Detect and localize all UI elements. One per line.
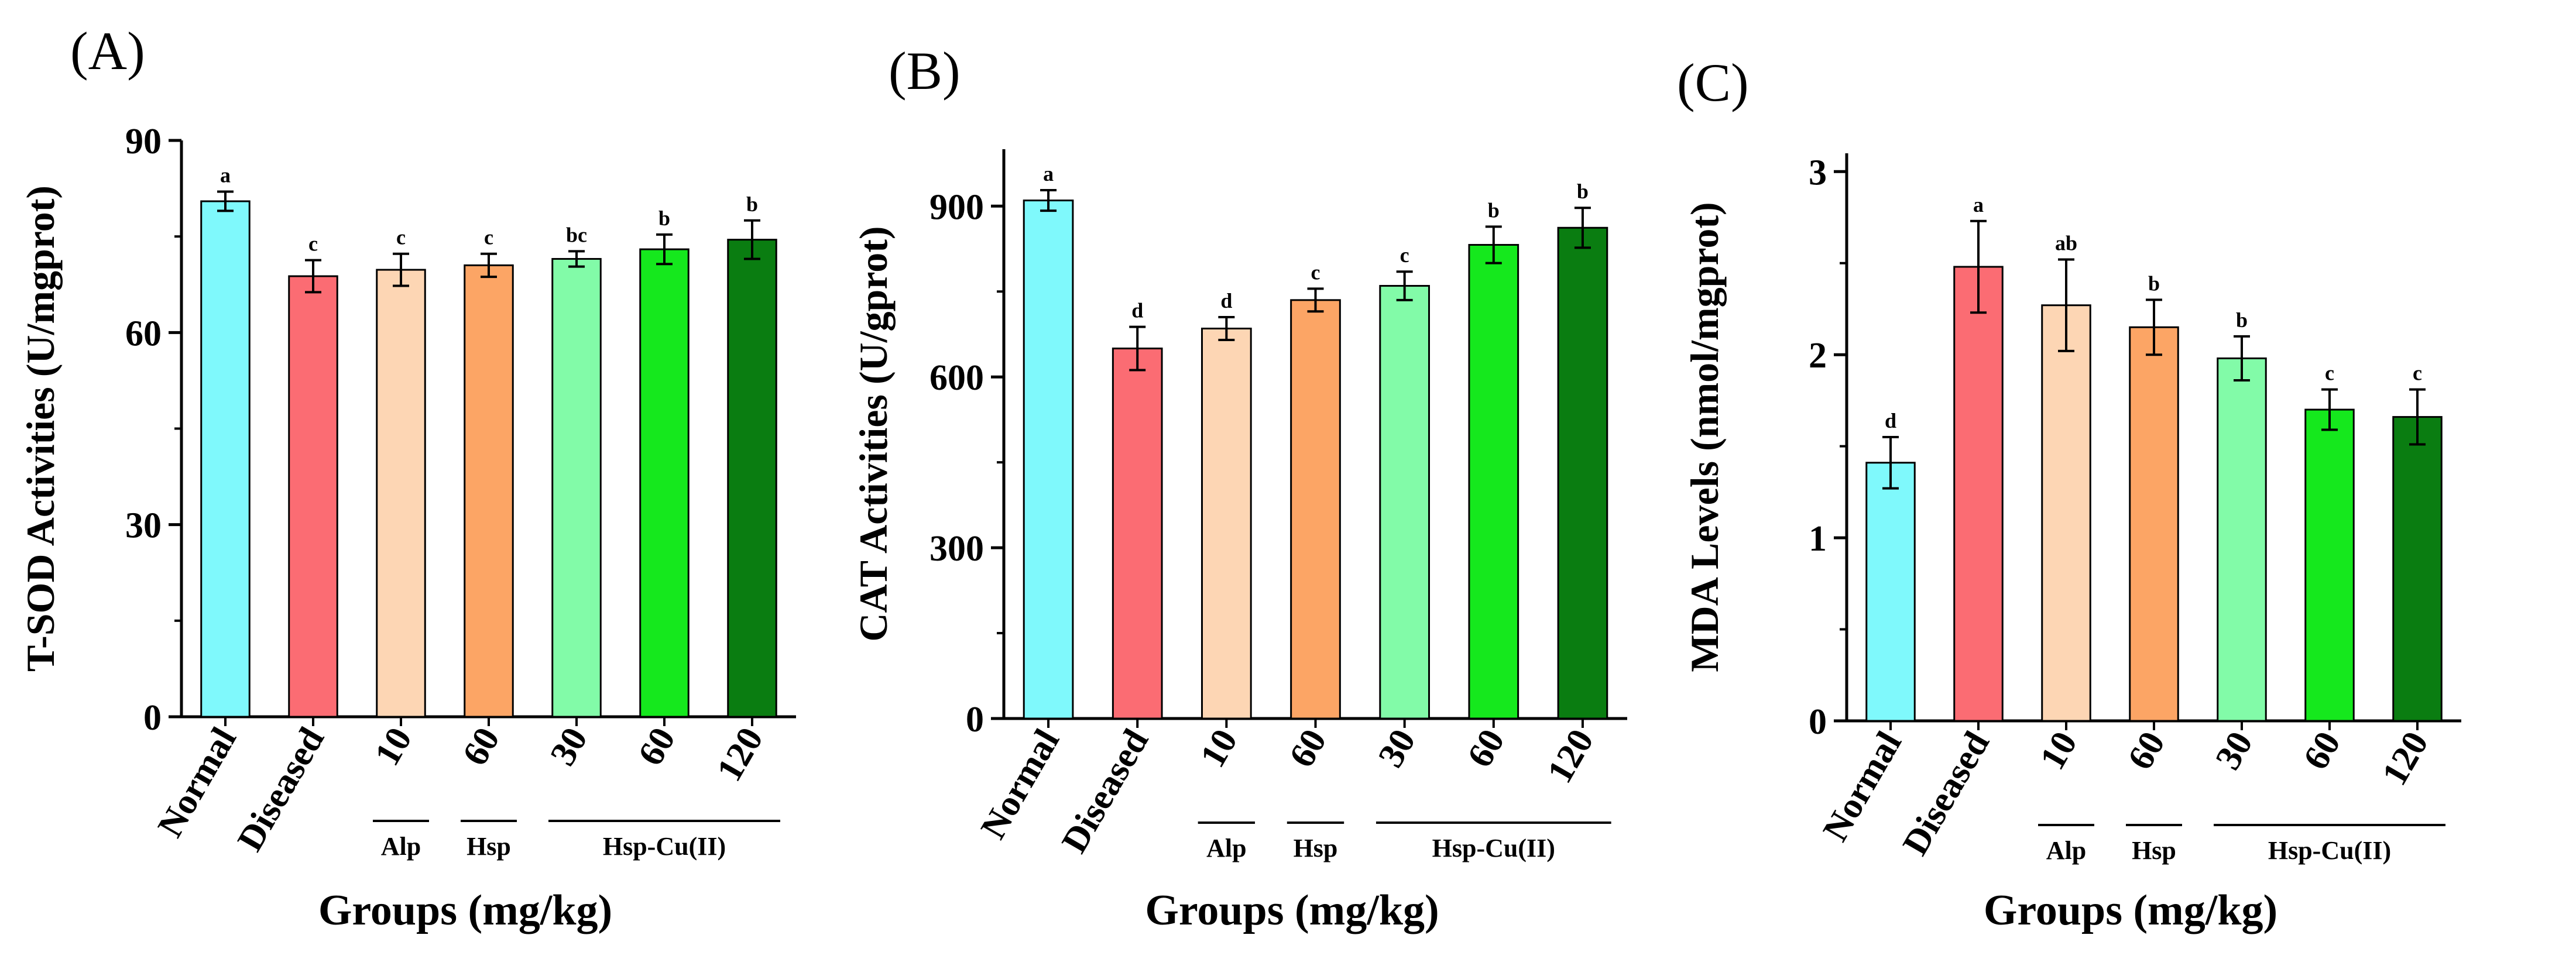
significance-label: a: [1043, 162, 1054, 185]
significance-label: ab: [2055, 231, 2077, 255]
x-category-label: 30: [2208, 725, 2261, 776]
group-label: Alp: [1206, 834, 1246, 862]
significance-label: d: [1885, 409, 1896, 432]
significance-label: b: [1577, 180, 1589, 203]
x-category-label: 60: [1460, 723, 1512, 774]
group-label: Hsp: [1294, 834, 1338, 862]
t-sod-y-axis-label: T-SOD Activities (U/mgprot): [18, 185, 63, 672]
significance-label: c: [2325, 362, 2334, 385]
bar: [639, 248, 690, 718]
x-category-label: Normal: [150, 721, 244, 844]
mda-x-axis-title: Groups (mg/kg): [1984, 886, 2277, 934]
x-category-label: 120: [709, 721, 771, 788]
x-category-label: 30: [1371, 723, 1424, 774]
bar: [288, 275, 338, 718]
x-category-label: 10: [2032, 725, 2085, 776]
bar: [2392, 416, 2443, 722]
significance-label: b: [1488, 198, 1500, 222]
bar: [2304, 408, 2355, 722]
y-tick-label: 60: [125, 314, 162, 353]
bar: [1468, 243, 1519, 720]
group-label: Hsp-Cu(II): [1432, 834, 1555, 862]
x-category-label: 120: [1540, 723, 1601, 790]
x-category-label: 10: [367, 721, 420, 772]
panel-c: (C) 0 1 2 3 MDA Levels (nmol/mgprot) d Normal a D…: [1677, 53, 2461, 934]
bar: [1379, 285, 1430, 720]
y-tick-label: 900: [929, 187, 984, 227]
significance-label: a: [220, 164, 231, 187]
y-tick-label: 0: [1809, 702, 1827, 742]
x-category-label: 60: [1282, 723, 1335, 774]
y-tick-label: 90: [125, 122, 162, 161]
significance-label: a: [1973, 193, 1984, 216]
group-label: Hsp-Cu(II): [603, 832, 726, 861]
y-tick-label: 0: [966, 700, 984, 740]
x-category-label: 60: [455, 721, 507, 772]
significance-label: c: [2413, 362, 2422, 385]
group-label: Hsp: [467, 832, 511, 861]
x-category-label: Diseased: [1054, 723, 1156, 860]
x-category-label: 120: [2375, 725, 2436, 792]
x-category-label: 30: [543, 721, 595, 772]
bar: [1112, 348, 1163, 720]
panel-tag: (A): [70, 21, 145, 81]
panel-a: (A) 0 30 60 90 T-SOD Activities (U/mgprot) a No…: [18, 21, 796, 934]
bar: [551, 257, 602, 718]
bar: [2041, 304, 2091, 722]
y-tick-label: 3: [1809, 153, 1827, 193]
significance-label: c: [1400, 243, 1409, 267]
group-label: Alp: [381, 832, 421, 861]
y-tick-label: 600: [929, 358, 984, 398]
x-category-label: Normal: [973, 723, 1067, 845]
y-tick-label: 2: [1809, 336, 1827, 376]
y-tick-label: 1: [1809, 519, 1827, 559]
significance-label: d: [1220, 289, 1232, 312]
x-category-label: 60: [630, 721, 683, 772]
bar: [1201, 327, 1252, 720]
significance-label: d: [1131, 299, 1143, 322]
significance-label: c: [308, 232, 318, 256]
group-label: Hsp-Cu(II): [2268, 836, 2391, 865]
bar: [464, 264, 514, 718]
mda-y-axis-label: MDA Levels (nmol/mgprot): [1682, 202, 1727, 672]
y-tick-label: 300: [929, 529, 984, 569]
significance-label: b: [658, 207, 670, 230]
bar: [2217, 357, 2267, 722]
bar: [2129, 326, 2179, 722]
x-category-label: 60: [2120, 725, 2173, 776]
x-category-label: Normal: [1816, 725, 1909, 848]
x-category-label: Diseased: [230, 721, 332, 858]
bar: [1023, 200, 1074, 720]
significance-label: c: [484, 226, 493, 249]
bar: [1953, 266, 2004, 722]
panel-b: (B) 0 300 600 900 CAT Activities (U/gprot) a No…: [851, 41, 1627, 934]
bar: [376, 269, 426, 718]
significance-label: bc: [566, 223, 587, 246]
x-category-label: Diseased: [1895, 725, 1997, 862]
group-label: Alp: [2046, 836, 2086, 865]
bar: [727, 239, 777, 718]
significance-label: b: [2148, 271, 2160, 295]
y-tick-label: 30: [125, 506, 162, 546]
significance-label: b: [2236, 308, 2248, 332]
significance-label: c: [1311, 260, 1320, 284]
x-category-label: 10: [1193, 723, 1246, 774]
bar: [1290, 299, 1341, 720]
bar: [200, 200, 251, 718]
bar: [1557, 226, 1608, 720]
cat-x-axis-title: Groups (mg/kg): [1145, 886, 1439, 934]
panel-tag: (C): [1677, 53, 1749, 112]
y-tick-label: 0: [143, 698, 162, 738]
significance-label: b: [746, 193, 758, 216]
bar: [1865, 462, 1916, 722]
x-category-label: 60: [2296, 725, 2348, 776]
cat-y-axis-label: CAT Activities (U/gprot): [851, 226, 896, 641]
group-label: Hsp: [2132, 836, 2176, 865]
significance-label: c: [396, 226, 406, 249]
panel-tag: (B): [889, 41, 961, 101]
t-sod-x-axis-title: Groups (mg/kg): [318, 886, 612, 934]
